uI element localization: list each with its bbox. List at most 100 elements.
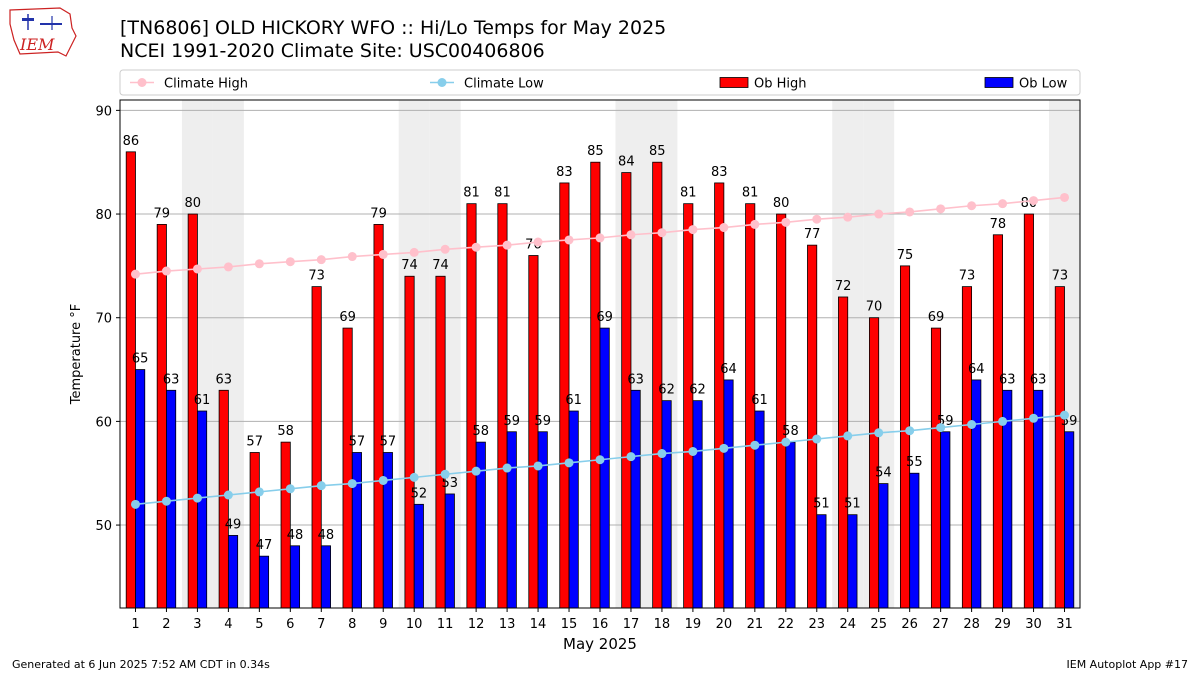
climate-low-point — [781, 437, 791, 447]
x-tick-label: 15 — [561, 617, 578, 632]
bar-ob-low — [878, 483, 889, 609]
ob-low-label: 48 — [318, 528, 335, 543]
bar-ob-low — [289, 545, 301, 609]
x-tick-label: 1 — [131, 617, 139, 632]
climate-low-point — [502, 463, 512, 473]
ob-low-label: 57 — [380, 434, 397, 449]
legend-climate-low-label: Climate Low — [464, 77, 544, 92]
ob-low-label: 64 — [968, 362, 985, 377]
climate-high-point — [316, 255, 326, 265]
ob-high-label: 78 — [990, 217, 1007, 232]
x-tick-label: 9 — [379, 617, 387, 632]
ob-high-label: 83 — [711, 165, 728, 180]
climate-high-point — [750, 219, 760, 229]
climate-low-point — [223, 490, 233, 500]
legend-box — [119, 69, 1081, 96]
ob-high-label: 73 — [959, 269, 976, 284]
ob-low-label: 57 — [349, 434, 366, 449]
bar-ob-high — [838, 296, 849, 609]
bar-ob-high — [311, 286, 322, 609]
legend-ob-high-swatch — [719, 77, 749, 88]
climate-high-point — [130, 269, 140, 279]
climate-high-point — [564, 235, 574, 245]
ob-low-label: 61 — [565, 393, 582, 408]
bar-ob-low — [692, 400, 703, 609]
climate-high-point — [471, 242, 481, 252]
bar-ob-high — [528, 255, 539, 609]
climate-low-point — [471, 466, 481, 476]
x-tick-label: 20 — [716, 617, 733, 632]
ob-high-label: 74 — [432, 258, 449, 273]
ob-low-label: 63 — [163, 372, 180, 387]
climate-high-point — [254, 259, 264, 269]
climate-high-point — [347, 252, 357, 262]
ob-high-label: 79 — [154, 206, 171, 221]
climate-low-point — [657, 449, 667, 459]
climate-low-point — [254, 487, 264, 497]
climate-low-point — [130, 499, 140, 509]
bar-ob-low — [537, 431, 548, 609]
ob-low-label: 63 — [999, 372, 1016, 387]
x-tick-label: 6 — [286, 617, 294, 632]
x-tick-label: 26 — [901, 617, 918, 632]
ob-low-label: 55 — [906, 455, 923, 470]
ob-low-label: 59 — [534, 414, 551, 429]
climate-high-point — [378, 249, 388, 259]
bar-ob-high — [280, 441, 291, 609]
ob-low-label: 51 — [813, 497, 830, 512]
climate-low-point — [595, 455, 605, 465]
ob-low-label: 63 — [627, 372, 644, 387]
bar-ob-low — [940, 431, 951, 609]
climate-high-point — [595, 233, 605, 243]
climate-high-point — [285, 257, 295, 267]
ob-high-label: 81 — [494, 186, 511, 201]
ob-high-label: 81 — [742, 186, 759, 201]
climate-low-point — [905, 426, 915, 436]
ob-low-label: 48 — [287, 528, 304, 543]
ob-high-label: 85 — [587, 144, 604, 159]
x-tick-label: 31 — [1056, 617, 1073, 632]
bar-ob-high — [590, 161, 601, 609]
svg-text:IEM: IEM — [19, 35, 55, 54]
legend-climate-high-label: Climate High — [164, 77, 248, 92]
chart-subtitle: NCEI 1991-2020 Climate Site: USC00406806 — [120, 40, 545, 62]
ob-low-label: 62 — [658, 383, 675, 398]
ob-high-label: 84 — [618, 155, 635, 170]
y-tick-label: 50 — [95, 519, 112, 534]
ob-high-label: 81 — [463, 186, 480, 201]
climate-low-point — [564, 458, 574, 468]
bar-ob-low — [320, 545, 331, 609]
x-tick-label: 4 — [224, 617, 232, 632]
y-tick-label: 90 — [95, 104, 112, 119]
x-tick-label: 3 — [193, 617, 201, 632]
x-tick-label: 12 — [468, 617, 485, 632]
y-tick-label: 60 — [95, 415, 112, 430]
x-tick-label: 19 — [685, 617, 702, 632]
x-axis-label: May 2025 — [563, 635, 637, 653]
climate-low-point — [936, 423, 946, 433]
x-tick-label: 17 — [623, 617, 640, 632]
ob-high-label: 83 — [556, 165, 573, 180]
bar-ob-low — [382, 452, 393, 609]
ob-low-label: 53 — [442, 476, 459, 491]
bar-ob-high — [683, 203, 694, 609]
ob-high-label: 81 — [680, 186, 697, 201]
bar-ob-low — [723, 379, 734, 609]
bar-ob-high — [807, 244, 818, 609]
bar-ob-low — [1033, 389, 1044, 609]
x-tick-label: 30 — [1025, 617, 1042, 632]
ob-high-label: 80 — [773, 196, 790, 211]
bar-ob-low — [971, 379, 982, 609]
climate-high-point — [161, 266, 171, 276]
y-axis-label: Temperature °F — [69, 304, 84, 405]
climate-high-point — [781, 217, 791, 227]
ob-low-label: 59 — [503, 414, 520, 429]
bar-ob-low — [444, 493, 455, 609]
ob-high-label: 79 — [370, 206, 387, 221]
ob-low-label: 54 — [875, 466, 892, 481]
climate-high-point — [657, 228, 667, 238]
ob-low-label: 61 — [751, 393, 768, 408]
legend-climate-high-swatch-marker — [137, 78, 147, 87]
climate-high-point — [967, 201, 977, 211]
